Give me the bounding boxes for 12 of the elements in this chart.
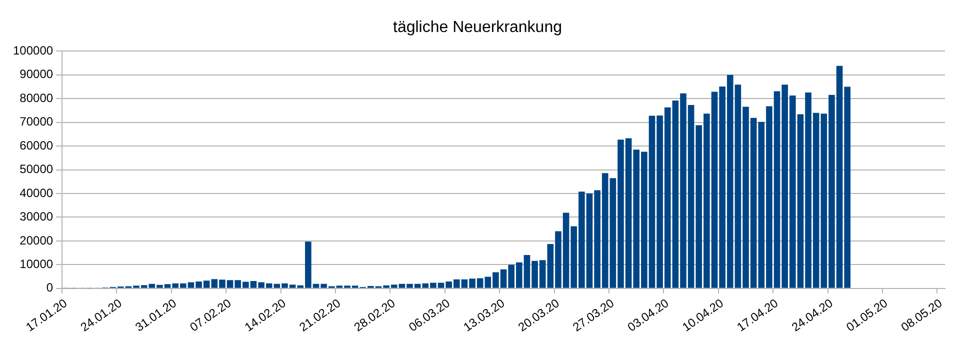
y-tick-label: 20000 xyxy=(20,233,54,248)
y-tick-label: 0 xyxy=(46,280,54,295)
y-tick-label: 30000 xyxy=(20,210,54,224)
y-tick-label: 100000 xyxy=(12,44,54,58)
y-tick-label: 70000 xyxy=(20,114,54,129)
y-tick-label: 50000 xyxy=(20,162,54,176)
chart-title: tägliche Neuerkrankung xyxy=(393,19,562,36)
y-tick-label: 90000 xyxy=(20,67,54,82)
y-tick-label: 40000 xyxy=(20,186,54,200)
y-tick-label: 80000 xyxy=(20,90,54,105)
y-tick-label: 60000 xyxy=(20,138,54,152)
y-tick-label: 10000 xyxy=(20,257,54,272)
